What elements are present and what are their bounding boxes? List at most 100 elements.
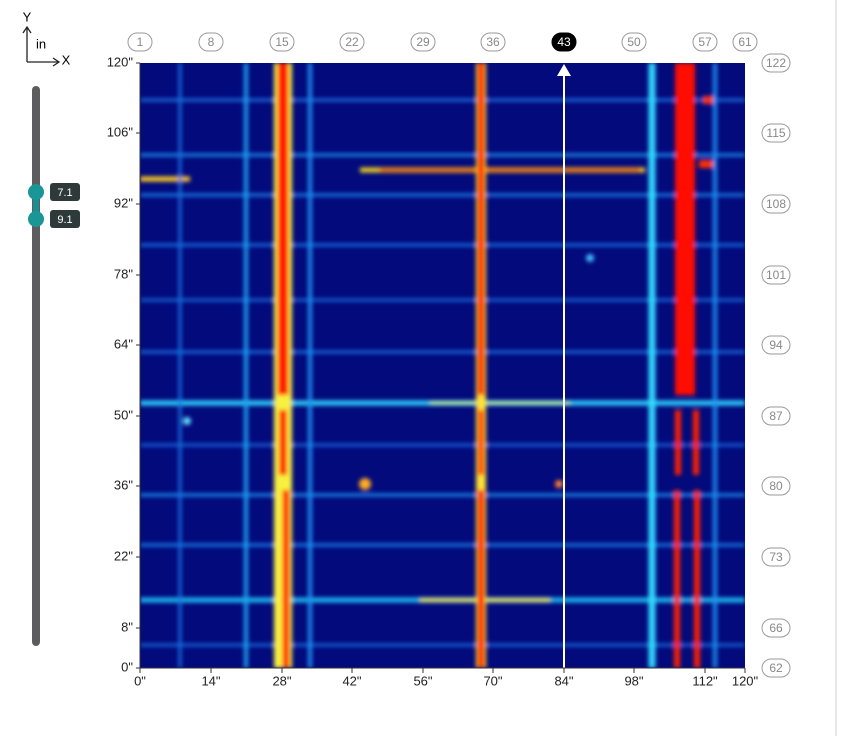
scan-marker-label[interactable]: 36 [486, 35, 500, 49]
depth-slider[interactable]: 7.1 9.1 [28, 86, 80, 646]
scan-marker-label[interactable]: 62 [769, 661, 783, 675]
scan-marker-label[interactable]: 115 [766, 126, 785, 140]
streak [675, 63, 695, 395]
scan-marker-label[interactable]: 22 [345, 35, 359, 49]
unit-label: in [36, 36, 46, 51]
scan-marker[interactable] [761, 335, 791, 355]
scan-marker-label[interactable]: 122 [766, 56, 786, 70]
heatmap [140, 63, 745, 668]
streak [140, 543, 745, 547]
x-tick-label: 84" [554, 673, 573, 688]
scan-marker-label[interactable]: 29 [416, 35, 430, 49]
scan-marker[interactable] [480, 32, 506, 52]
slider-handle[interactable] [28, 184, 44, 200]
x-tick-label: 14" [201, 673, 220, 688]
scan-marker[interactable] [269, 32, 295, 52]
hotspot [555, 480, 563, 488]
scan-marker[interactable] [127, 32, 153, 52]
scan-marker-label[interactable]: 43 [557, 35, 571, 49]
slider-range [33, 192, 39, 219]
x-tick-label: 98" [624, 673, 643, 688]
y-tick-label: 8" [121, 619, 133, 634]
y-tick-label: 36" [114, 477, 133, 492]
axis-arrows [22, 25, 61, 67]
scan-marker[interactable] [410, 32, 436, 52]
scan-marker[interactable] [198, 32, 224, 52]
value-badge [50, 183, 80, 201]
x-tick-label: 56" [413, 673, 432, 688]
streak [140, 643, 745, 647]
y-tick-label: 106" [107, 124, 134, 139]
scan-marker-label[interactable]: 73 [769, 550, 783, 564]
scan-marker-label[interactable]: 87 [769, 409, 783, 423]
scan-marker[interactable] [761, 265, 791, 285]
x-tick-label: 120" [732, 673, 759, 688]
slider-handle[interactable] [28, 211, 44, 227]
streak [308, 63, 312, 668]
x-tick-label: 70" [483, 673, 502, 688]
streak [140, 443, 745, 447]
scan-marker-label[interactable]: 15 [275, 35, 289, 49]
scan-marker-label[interactable]: 80 [769, 479, 783, 493]
streak [430, 401, 570, 405]
streak [648, 63, 656, 668]
axis-indicator: Y in X [22, 9, 71, 67]
y-tick-label: 50" [114, 407, 133, 422]
scan-marker[interactable] [692, 32, 718, 52]
scan-marker[interactable] [551, 32, 577, 52]
streak [694, 490, 700, 668]
scan-marker[interactable] [761, 406, 791, 426]
y-label: Y [23, 9, 32, 24]
streak [693, 410, 699, 475]
lower-value: 9.1 [57, 214, 72, 226]
scan-marker-label[interactable]: 50 [627, 35, 641, 49]
scan-marker[interactable] [761, 618, 791, 638]
streak [478, 410, 484, 475]
x-tick-label: 28" [272, 673, 291, 688]
streak [140, 153, 745, 157]
y-tick-label: 22" [114, 548, 133, 563]
streak [140, 193, 745, 197]
scan-marker[interactable] [761, 123, 791, 143]
streak [277, 63, 289, 395]
scan-marker[interactable] [761, 194, 791, 214]
streak [477, 63, 485, 395]
scan-marker[interactable] [761, 547, 791, 567]
scan-marker-label[interactable]: 94 [769, 338, 783, 352]
x-tick-label: 0" [134, 673, 146, 688]
scan-marker[interactable] [339, 32, 365, 52]
y-tick-label: 92" [114, 195, 133, 210]
scan-marker-label[interactable]: 66 [769, 621, 783, 635]
streak [477, 490, 485, 668]
scan-marker-label[interactable]: 101 [766, 268, 786, 282]
scan-marker-label[interactable]: 61 [738, 35, 752, 49]
hotspot [359, 478, 371, 490]
streak [699, 160, 713, 168]
streak [140, 350, 745, 354]
scan-marker[interactable] [761, 53, 791, 73]
streak [140, 493, 745, 497]
scan-marker-label[interactable]: 1 [137, 35, 144, 49]
y-tick-label: 120" [107, 54, 134, 69]
scan-marker[interactable] [761, 476, 791, 496]
heatmap-bg [140, 63, 745, 668]
streak [713, 63, 717, 668]
streak [244, 63, 248, 668]
scan-marker[interactable] [621, 32, 647, 52]
y-tick-label: 78" [114, 266, 133, 281]
scan-marker-label[interactable]: 8 [208, 35, 215, 49]
streak [279, 410, 287, 475]
scan-marker-label[interactable]: 108 [766, 197, 786, 211]
scan-marker[interactable] [732, 32, 758, 52]
x-tick-label: 112" [692, 673, 718, 688]
streak [675, 410, 681, 475]
x-label: X [62, 52, 71, 67]
streak [282, 490, 290, 668]
streak [140, 98, 745, 102]
scan-marker[interactable] [761, 658, 791, 678]
scan-marker-label[interactable]: 57 [698, 35, 712, 49]
cursor-arrow[interactable] [557, 64, 571, 76]
streak [140, 298, 745, 302]
